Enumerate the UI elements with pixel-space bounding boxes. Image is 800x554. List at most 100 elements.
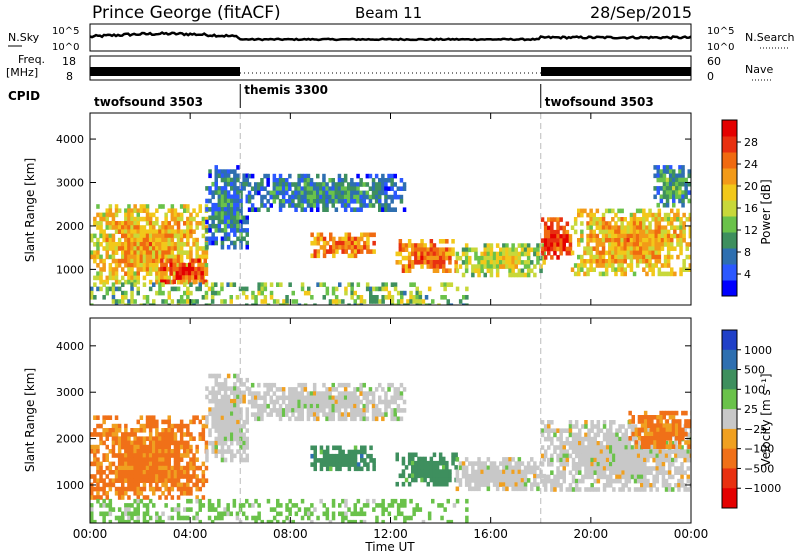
heatmap-cell xyxy=(329,466,333,472)
heatmap-cell xyxy=(306,186,311,191)
heatmap-cell xyxy=(372,240,376,246)
heatmap-cell xyxy=(423,460,427,466)
heatmap-cell xyxy=(492,465,497,471)
heatmap-cell xyxy=(245,219,249,225)
heatmap-cell xyxy=(239,424,243,429)
heatmap-cell xyxy=(536,247,540,253)
heatmap-cell xyxy=(584,449,588,454)
heatmap-cell xyxy=(223,511,227,517)
heatmap-cell xyxy=(580,263,584,268)
heatmap-cell xyxy=(96,457,100,462)
heatmap-cell xyxy=(220,282,224,287)
heatmap-cell xyxy=(111,432,116,437)
heatmap-cell xyxy=(371,194,376,200)
heatmap-cell xyxy=(179,465,184,471)
heatmap-cell xyxy=(384,286,388,292)
heatmap-cell xyxy=(233,207,237,212)
heatmap-cell xyxy=(278,203,283,208)
heatmap-cell xyxy=(596,453,601,459)
heatmap-cell xyxy=(176,286,181,292)
heatmap-cell xyxy=(643,444,648,449)
heatmap-cell xyxy=(114,221,119,226)
heatmap-cell xyxy=(161,246,165,251)
heatmap-cell xyxy=(455,473,460,479)
heatmap-cell xyxy=(111,282,116,287)
heatmap-cell xyxy=(192,208,196,213)
heatmap-cell xyxy=(335,240,339,246)
heatmap-cell xyxy=(179,440,184,446)
heatmap-cell xyxy=(671,431,676,437)
heatmap-cell xyxy=(288,282,292,287)
heatmap-cell xyxy=(236,419,240,425)
heatmap-cell xyxy=(136,250,140,255)
heatmap-cell xyxy=(399,178,404,183)
heatmap-cell xyxy=(111,507,116,512)
heatmap-cell xyxy=(114,242,119,247)
heatmap-cell xyxy=(684,177,688,183)
heatmap-cell xyxy=(660,271,665,277)
heatmap-cell xyxy=(384,408,388,413)
heatmap-cell xyxy=(230,207,234,212)
heatmap-cell xyxy=(136,465,140,471)
heatmap-cell xyxy=(381,412,385,417)
heatmap-cell xyxy=(220,424,225,429)
heatmap-cell xyxy=(205,186,209,191)
heatmap-cell xyxy=(142,457,147,462)
heatmap-cell xyxy=(278,416,283,422)
heatmap-cell xyxy=(170,453,175,458)
heatmap-cell xyxy=(300,186,304,191)
heatmap-cell xyxy=(233,223,237,229)
heatmap-cell xyxy=(647,431,651,437)
heatmap-cell xyxy=(242,382,246,387)
heatmap-cell xyxy=(251,515,255,521)
heatmap-cell xyxy=(279,511,283,517)
heatmap-cell xyxy=(505,482,509,487)
heatmap-cell xyxy=(164,474,168,479)
heatmap-cell xyxy=(362,412,366,417)
heatmap-cell xyxy=(220,394,225,400)
heatmap-cell xyxy=(573,229,578,235)
heatmap-cell xyxy=(148,242,153,247)
heatmap-cell xyxy=(236,432,240,438)
heatmap-cell xyxy=(356,395,360,401)
heatmap-cell xyxy=(223,390,228,396)
heatmap-cell xyxy=(407,260,412,265)
heatmap-cell xyxy=(142,237,147,243)
heatmap-cell xyxy=(310,511,314,517)
heatmap-cell xyxy=(393,190,397,196)
heatmap-cell xyxy=(533,251,537,257)
heatmap-cell xyxy=(223,394,228,400)
heatmap-cell xyxy=(656,202,660,208)
heatmap-cell xyxy=(163,262,167,268)
heatmap-cell xyxy=(111,295,116,300)
heatmap-cell xyxy=(511,251,515,257)
heatmap-cell xyxy=(645,229,649,235)
heatmap-cell xyxy=(322,511,326,517)
heatmap-cell xyxy=(341,519,345,523)
heatmap-cell xyxy=(145,299,150,304)
heatmap-cell xyxy=(445,469,449,474)
heatmap-cell xyxy=(598,221,603,226)
heatmap-cell xyxy=(689,436,691,442)
heatmap-cell xyxy=(160,258,164,264)
heatmap-cell xyxy=(236,211,240,216)
heatmap-cell xyxy=(656,186,660,191)
heatmap-cell xyxy=(378,203,382,208)
heatmap-cell xyxy=(111,242,116,247)
heatmap-cell xyxy=(121,478,125,483)
heatmap-cell xyxy=(574,466,579,471)
heatmap-cell xyxy=(614,250,618,256)
heatmap-cell xyxy=(626,250,631,256)
heatmap-cell xyxy=(220,445,225,450)
heatmap-cell xyxy=(415,299,419,304)
heatmap-cell xyxy=(599,449,604,454)
heatmap-cell xyxy=(145,254,150,260)
heatmap-cell xyxy=(328,416,332,422)
heatmap-cell xyxy=(211,190,215,195)
heatmap-cell xyxy=(495,260,500,265)
heatmap-cell xyxy=(468,260,472,265)
heatmap-cell xyxy=(474,268,478,274)
heatmap-cell xyxy=(639,217,643,222)
heatmap-cell xyxy=(542,260,546,265)
heatmap-cell xyxy=(111,258,116,264)
